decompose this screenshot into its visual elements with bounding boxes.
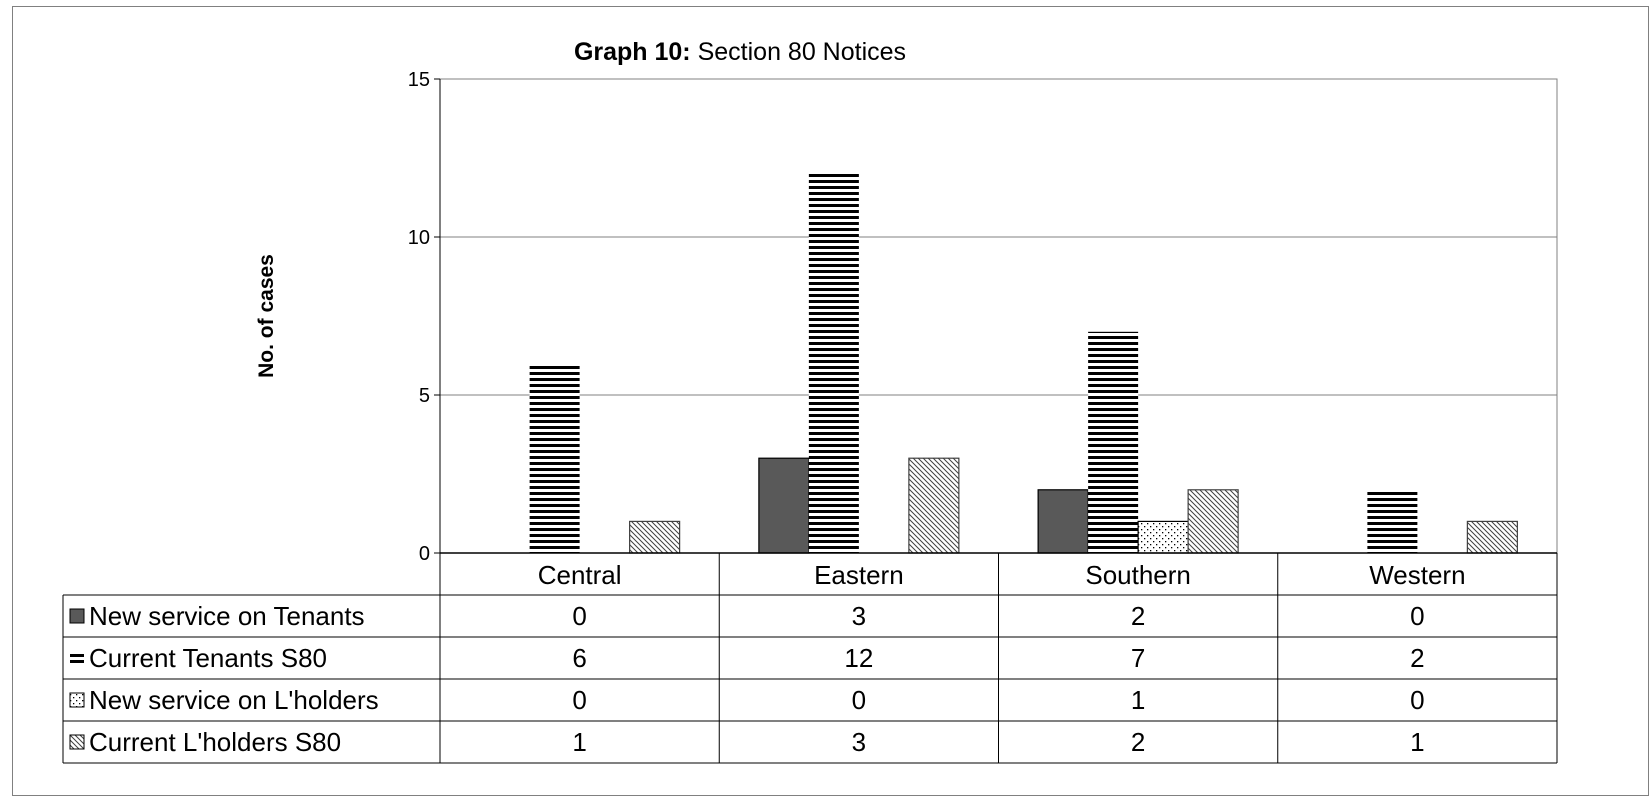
legend-key-new-service-on-l-holders — [69, 692, 85, 708]
x-tick-label-eastern: Eastern — [814, 560, 904, 590]
data-label-current-tenants-s80-eastern: 12 — [844, 643, 873, 673]
legend-key-current-l-holders-s80 — [69, 734, 85, 750]
y-tick-label-10: 10 — [408, 227, 430, 249]
bar-new-service-on-l-holders-southern — [1137, 520, 1189, 554]
data-label-new-service-on-l-holders-western: 0 — [1410, 685, 1424, 715]
legend-label-current-tenants-s80: Current Tenants S80 — [89, 643, 327, 673]
x-tick-label-western: Western — [1369, 560, 1465, 590]
data-label-current-tenants-s80-western: 2 — [1410, 643, 1424, 673]
data-label-new-service-on-tenants-eastern: 3 — [852, 601, 866, 631]
data-label-current-tenants-s80-southern: 7 — [1131, 643, 1145, 673]
bar-new-service-on-tenants-southern — [1037, 489, 1089, 554]
y-tick-label-15: 15 — [408, 69, 430, 91]
bar-current-tenants-s80-western — [1367, 489, 1418, 553]
data-label-current-l-holders-s80-southern: 2 — [1131, 727, 1145, 757]
chart-title: Graph 10: Section 80 Notices — [574, 38, 906, 66]
legend-key-current-tenants-s80 — [70, 651, 84, 665]
x-tick-label-central: Central — [538, 560, 622, 590]
bar-current-l-holders-s80-eastern — [908, 457, 960, 554]
data-label-new-service-on-l-holders-eastern: 0 — [852, 685, 866, 715]
y-tick-label-5: 5 — [419, 385, 430, 407]
bar-current-l-holders-s80-central — [629, 520, 681, 554]
data-label-current-l-holders-s80-central: 1 — [572, 727, 586, 757]
x-tick-label-southern: Southern — [1085, 560, 1191, 590]
plot-area — [439, 78, 1558, 554]
bar-new-service-on-tenants-eastern — [758, 457, 810, 554]
data-label-new-service-on-tenants-western: 0 — [1410, 601, 1424, 631]
chart-title-bold: Graph 10: — [574, 38, 691, 66]
data-label-new-service-on-tenants-southern: 2 — [1131, 601, 1145, 631]
y-tick-label-0: 0 — [419, 543, 430, 565]
bar-current-l-holders-s80-southern — [1187, 489, 1239, 554]
data-label-new-service-on-l-holders-central: 0 — [572, 685, 586, 715]
y-axis-label: No. of cases — [255, 254, 278, 378]
bar-current-tenants-s80-central — [529, 363, 580, 553]
bar-current-tenants-s80-eastern — [808, 173, 859, 554]
data-label-current-tenants-s80-central: 6 — [572, 643, 586, 673]
legend-label-new-service-on-tenants: New service on Tenants — [89, 601, 365, 631]
chart-title-rest: Section 80 Notices — [691, 38, 906, 66]
data-label-current-l-holders-s80-western: 1 — [1410, 727, 1424, 757]
chart-frame — [12, 6, 1649, 796]
legend-key-new-service-on-tenants — [69, 608, 85, 624]
data-label-new-service-on-tenants-central: 0 — [572, 601, 586, 631]
bar-current-tenants-s80-southern — [1088, 331, 1139, 553]
legend-label-new-service-on-l-holders: New service on L'holders — [89, 685, 379, 715]
bar-current-l-holders-s80-western — [1466, 520, 1518, 554]
data-label-new-service-on-l-holders-southern: 1 — [1131, 685, 1145, 715]
data-label-current-l-holders-s80-eastern: 3 — [852, 727, 866, 757]
legend-label-current-l-holders-s80: Current L'holders S80 — [89, 727, 341, 757]
